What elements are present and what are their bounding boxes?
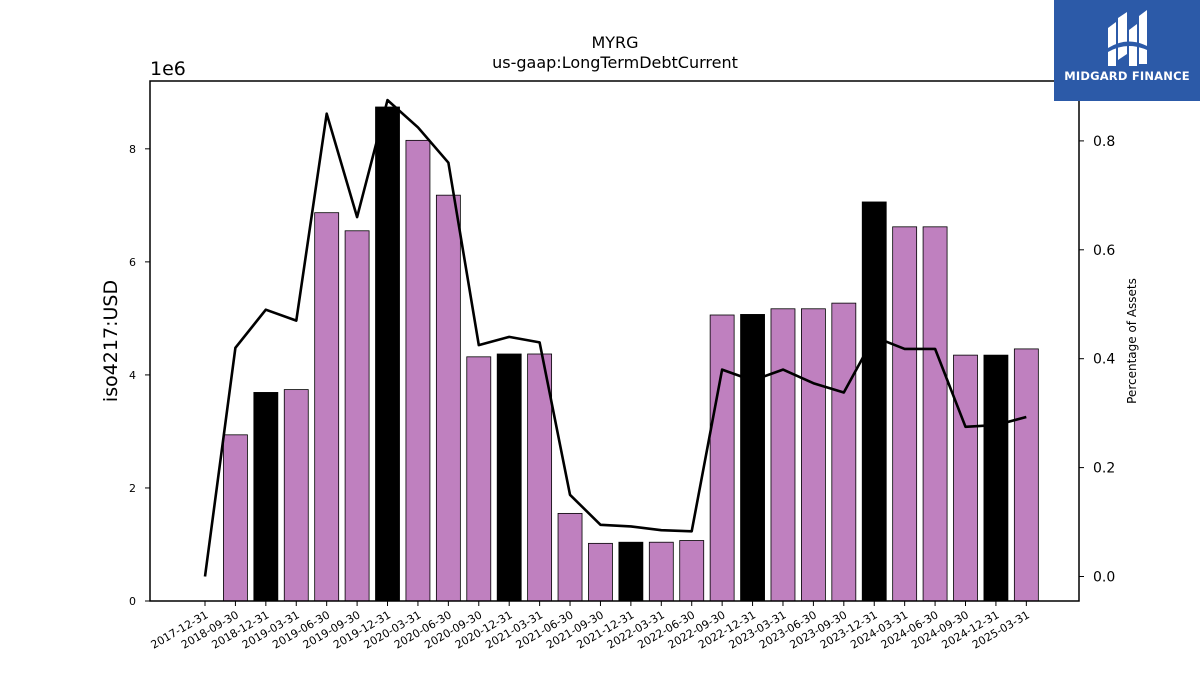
bar-2024-03-31 xyxy=(892,226,918,602)
percentage-of-assets-line xyxy=(203,98,1027,577)
bar-2019-12-31 xyxy=(375,106,400,602)
brand-name: MIDGARD FINANCE xyxy=(1064,69,1190,83)
bar-2021-09-30 xyxy=(588,542,613,602)
chart-title: MYRG xyxy=(591,33,638,52)
bar-2018-12-31 xyxy=(253,392,279,602)
y-ticks: 0 2 4 6 8 xyxy=(129,143,150,608)
y-tick-label: 2 xyxy=(129,482,136,495)
bar-2024-06-30 xyxy=(922,226,948,602)
bar-2020-09-30 xyxy=(466,356,492,602)
bar-2023-12-31 xyxy=(861,201,887,602)
y-tick-label: 8 xyxy=(129,143,136,156)
y2-tick-label: 0.2 xyxy=(1093,461,1115,477)
y2-tick-label: 0.8 xyxy=(1093,134,1115,150)
midgard-logo-icon xyxy=(1108,10,1147,66)
bar-2024-12-31 xyxy=(983,354,1009,602)
y2-tick-label: 0.6 xyxy=(1093,243,1115,259)
bar-2019-03-31 xyxy=(283,389,309,602)
y2-ticks: 0.0 0.2 0.4 0.6 0.8 xyxy=(1079,134,1115,585)
bar-2022-09-30 xyxy=(709,314,735,602)
y2-tick-label: 0.4 xyxy=(1093,352,1115,368)
bar-2020-03-31 xyxy=(405,139,431,602)
bar-2023-09-30 xyxy=(831,302,857,602)
y2-axis-label: Percentage of Assets xyxy=(1125,278,1139,404)
bar-2021-03-31 xyxy=(527,353,553,602)
bar-2021-06-30 xyxy=(557,512,583,602)
plot-frame xyxy=(149,80,1080,602)
bar-2020-06-30 xyxy=(435,194,461,602)
bar-2025-03-31 xyxy=(1013,348,1039,602)
y-axis-label: iso4217:USD xyxy=(100,280,122,402)
y2-tick-label: 0.0 xyxy=(1093,569,1115,585)
bar-2022-06-30 xyxy=(679,540,705,602)
chart-subtitle: us-gaap:LongTermDebtCurrent xyxy=(492,53,738,72)
y-tick-label: 4 xyxy=(129,369,136,382)
x-ticks: 2017-12-312018-09-302018-12-312019-03-31… xyxy=(149,601,1032,652)
y-tick-label: 6 xyxy=(129,256,136,269)
line-layer xyxy=(203,98,1027,577)
bar-2023-03-31 xyxy=(770,308,796,602)
bar-2018-09-30 xyxy=(223,434,248,602)
bar-2024-09-30 xyxy=(953,354,978,602)
bar-2021-12-31 xyxy=(618,541,644,602)
brand-logo: MIDGARD FINANCE xyxy=(1054,0,1200,101)
bar-2022-03-31 xyxy=(648,541,674,602)
bar-2023-06-30 xyxy=(801,308,826,602)
bar-2020-12-31 xyxy=(496,353,522,602)
bar-2019-09-30 xyxy=(344,230,370,602)
bar-2019-06-30 xyxy=(314,212,340,602)
bar-2022-12-31 xyxy=(740,314,765,602)
y-tick-label: 0 xyxy=(129,595,136,608)
y-offset-label: 1e6 xyxy=(150,58,186,80)
bars-layer xyxy=(223,106,1039,602)
